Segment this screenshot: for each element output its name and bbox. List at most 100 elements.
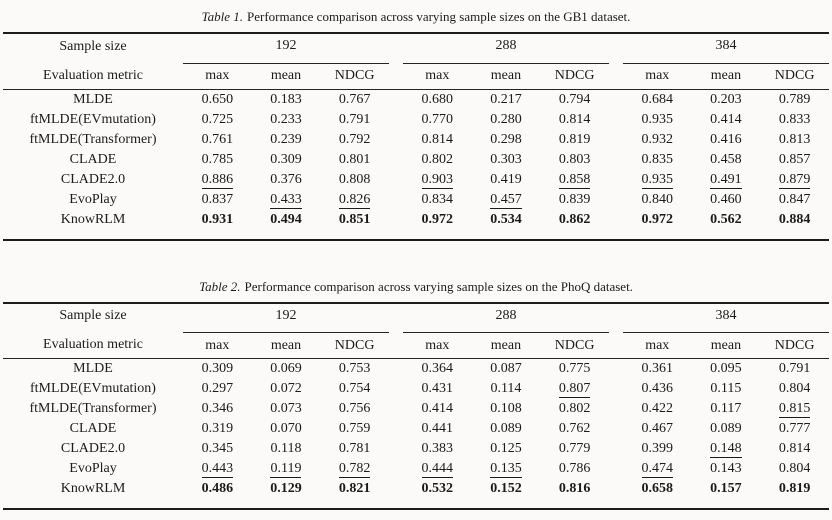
value: 0.089 bbox=[490, 421, 522, 436]
method-row: EvoPlay 0.443 0.119 0.782 0.444 0.135 0.786 0.4… bbox=[3, 459, 829, 479]
metric-value: 0.833 bbox=[760, 110, 829, 130]
value: 0.239 bbox=[270, 131, 302, 147]
value: 0.680 bbox=[421, 91, 454, 107]
second-best-value: 0.815 bbox=[778, 401, 811, 418]
metric-value: 0.346 bbox=[183, 399, 252, 419]
method-label: KnowRLM bbox=[60, 211, 126, 227]
table-2-body: MLDE 0.309 0.069 0.753 0.364 0.087 0.775 0.361 0… bbox=[3, 359, 829, 510]
metric-value: 0.416 bbox=[692, 130, 761, 150]
table-2-caption-text: Performance comparison across varying sa… bbox=[244, 278, 633, 294]
metric-value: 0.115 bbox=[692, 379, 761, 399]
best-value: 0.816 bbox=[558, 481, 591, 496]
column-gap bbox=[389, 130, 403, 150]
method-row: CLADE2.0 0.886 0.376 0.808 0.903 0.419 0.858 0.… bbox=[3, 170, 829, 190]
metric-ndcg: NDCG bbox=[760, 332, 829, 359]
metric-value: 0.903 bbox=[403, 170, 472, 190]
metric-value: 0.658 bbox=[623, 479, 692, 509]
group-288: 288 bbox=[402, 302, 609, 333]
value: 0.819 bbox=[558, 131, 591, 147]
column-gap bbox=[609, 210, 623, 240]
table-1-body: MLDE 0.650 0.183 0.767 0.680 0.217 0.794 0.684 0… bbox=[3, 89, 829, 240]
metric-value: 0.857 bbox=[760, 150, 829, 170]
metric-ndcg: NDCG bbox=[540, 332, 609, 359]
value: 0.422 bbox=[641, 401, 674, 416]
column-gap bbox=[609, 110, 623, 130]
value: 0.754 bbox=[338, 381, 371, 396]
metric-value: 0.441 bbox=[403, 419, 472, 439]
column-gap bbox=[609, 150, 623, 170]
metric-mean: mean bbox=[691, 332, 761, 359]
value: 0.089 bbox=[710, 421, 742, 436]
metric-value: 0.821 bbox=[320, 479, 389, 509]
value: 0.814 bbox=[778, 441, 811, 456]
metric-value: 0.458 bbox=[692, 150, 761, 170]
value: 0.833 bbox=[778, 111, 811, 127]
best-value: 0.562 bbox=[710, 211, 742, 227]
value: 0.767 bbox=[338, 91, 371, 107]
second-best-value: 0.491 bbox=[710, 171, 742, 189]
metric-value: 0.879 bbox=[760, 170, 829, 190]
metric-value: 0.345 bbox=[183, 439, 252, 459]
value: 0.072 bbox=[270, 381, 302, 396]
metric-value: 0.361 bbox=[623, 359, 692, 380]
value: 0.762 bbox=[558, 421, 591, 436]
group-192: 192 bbox=[183, 302, 389, 333]
metric-value: 0.835 bbox=[623, 150, 692, 170]
best-value: 0.129 bbox=[270, 481, 302, 496]
metric-value: 0.217 bbox=[472, 89, 541, 110]
second-best-value: 0.457 bbox=[490, 191, 522, 209]
value: 0.419 bbox=[490, 171, 522, 187]
value: 0.125 bbox=[490, 441, 522, 456]
column-gap bbox=[609, 170, 623, 190]
method-label: ftMLDE(EVmutation) bbox=[30, 381, 156, 396]
metric-value: 0.319 bbox=[183, 419, 252, 439]
metric-ndcg: NDCG bbox=[320, 332, 389, 359]
column-gap bbox=[388, 332, 403, 359]
method-row: KnowRLM 0.931 0.494 0.851 0.972 0.534 0.862 0.9… bbox=[3, 210, 829, 240]
metric-value: 0.785 bbox=[183, 150, 252, 170]
value: 0.756 bbox=[338, 401, 371, 416]
column-gap bbox=[389, 459, 403, 479]
table-2-caption-label: Table 2. bbox=[199, 278, 241, 294]
metric-value: 0.931 bbox=[183, 210, 252, 240]
second-best-value: 0.433 bbox=[270, 191, 302, 209]
metric-value: 0.414 bbox=[692, 110, 761, 130]
metric-value: 0.399 bbox=[623, 439, 692, 459]
value: 0.345 bbox=[201, 441, 234, 456]
group-384: 384 bbox=[622, 33, 829, 64]
method-label: MLDE bbox=[73, 91, 113, 107]
metric-value: 0.935 bbox=[623, 110, 692, 130]
column-gap bbox=[609, 379, 623, 399]
value: 0.791 bbox=[338, 111, 371, 127]
second-best-value: 0.474 bbox=[641, 461, 674, 478]
second-best-value: 0.886 bbox=[201, 171, 234, 189]
method-row: MLDE 0.650 0.183 0.767 0.680 0.217 0.794 0.684 0… bbox=[3, 89, 829, 110]
method-label: CLADE2.0 bbox=[60, 441, 126, 456]
value: 0.684 bbox=[641, 91, 674, 107]
value: 0.399 bbox=[641, 441, 674, 456]
metric-value: 0.444 bbox=[403, 459, 472, 479]
value: 0.802 bbox=[421, 151, 454, 167]
sample-size-row: Sample size 192 288 384 bbox=[3, 302, 829, 333]
column-gap bbox=[389, 479, 403, 509]
best-value: 0.819 bbox=[778, 481, 811, 496]
value: 0.319 bbox=[201, 421, 234, 436]
second-best-value: 0.119 bbox=[270, 461, 302, 478]
column-gap bbox=[389, 33, 403, 63]
table-1-caption-label: Table 1. bbox=[201, 9, 244, 24]
metric-value: 0.089 bbox=[692, 419, 761, 439]
second-best-value: 0.858 bbox=[558, 171, 591, 189]
value: 0.785 bbox=[201, 151, 234, 167]
metric-value: 0.486 bbox=[183, 479, 252, 509]
column-gap bbox=[389, 150, 403, 170]
metric-value: 0.069 bbox=[252, 359, 321, 380]
metric-value: 0.826 bbox=[320, 190, 389, 210]
metric-value: 0.858 bbox=[540, 170, 609, 190]
method-row: KnowRLM 0.486 0.129 0.821 0.532 0.152 0.816 0.6… bbox=[3, 479, 829, 509]
metric-max: max bbox=[622, 332, 692, 359]
table-1: Table 1. Performance comparison across va… bbox=[3, 8, 829, 241]
metric-ndcg: NDCG bbox=[320, 63, 389, 90]
metric-mean: mean bbox=[251, 63, 321, 90]
sample-size-label: Sample size bbox=[59, 38, 127, 54]
value: 0.431 bbox=[421, 381, 454, 396]
